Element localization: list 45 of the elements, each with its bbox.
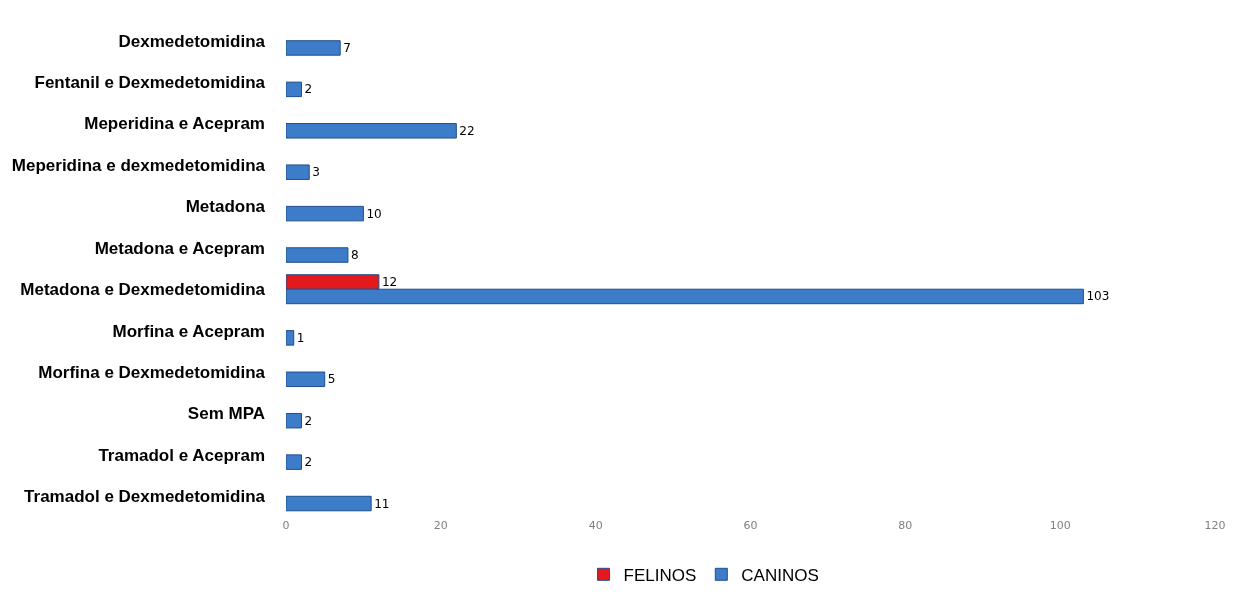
y-tick-label: Meperidina e dexmedetomidina — [11, 155, 266, 175]
x-tick-label: 60 — [743, 519, 758, 532]
bar — [286, 164, 310, 180]
y-tick-label: Morfina e Dexmedetomidina — [38, 362, 266, 382]
legend-label: CANINOS — [741, 565, 819, 585]
data-label: 8 — [350, 248, 359, 263]
x-tick-label: 20 — [433, 519, 448, 532]
data-label: 12 — [381, 274, 398, 289]
data-label: 1 — [296, 330, 305, 345]
x-tick-label: 40 — [588, 519, 603, 532]
y-tick-label: Metadona — [185, 197, 266, 217]
x-tick-label: 0 — [282, 519, 290, 532]
data-label: 11 — [374, 496, 390, 511]
data-label: 3 — [312, 165, 320, 180]
data-label: 103 — [1086, 289, 1110, 304]
y-tick-label: Dexmedetomidina — [118, 31, 266, 51]
bar — [286, 371, 326, 388]
x-tick-label: 80 — [898, 519, 913, 532]
bar — [286, 247, 349, 263]
bar — [286, 205, 364, 222]
y-tick-label: Metadona e Acepram — [94, 238, 265, 258]
bar — [286, 81, 302, 98]
data-label: 2 — [304, 413, 313, 428]
legend-label: FELINOS — [623, 565, 697, 585]
bar — [286, 495, 372, 512]
y-tick-label: Morfina e Acepram — [112, 321, 265, 341]
x-tick-label: 120 — [1204, 519, 1226, 532]
y-tick-label: Tramadol e Acepram — [98, 445, 265, 465]
x-tick-label: 100 — [1049, 519, 1071, 532]
bar — [286, 40, 341, 56]
y-tick-label: Fentanil e Dexmedetomidina — [34, 73, 266, 93]
data-label: 5 — [327, 372, 336, 387]
data-label: 2 — [304, 455, 313, 470]
y-tick-label: Sem MPA — [187, 404, 265, 424]
y-tick-label: Tramadol e Dexmedetomidina — [24, 487, 266, 507]
y-tick-label: Meperidina e Acepram — [84, 114, 265, 134]
bar — [286, 454, 302, 470]
data-label: 7 — [343, 40, 351, 55]
y-tick-label: Metadona e Dexmedetomidina — [20, 280, 266, 300]
bar — [286, 123, 457, 139]
bar — [286, 330, 295, 346]
bar — [286, 412, 302, 429]
data-label: 2 — [304, 82, 313, 97]
data-label: 22 — [459, 123, 475, 138]
data-label: 10 — [366, 206, 382, 221]
